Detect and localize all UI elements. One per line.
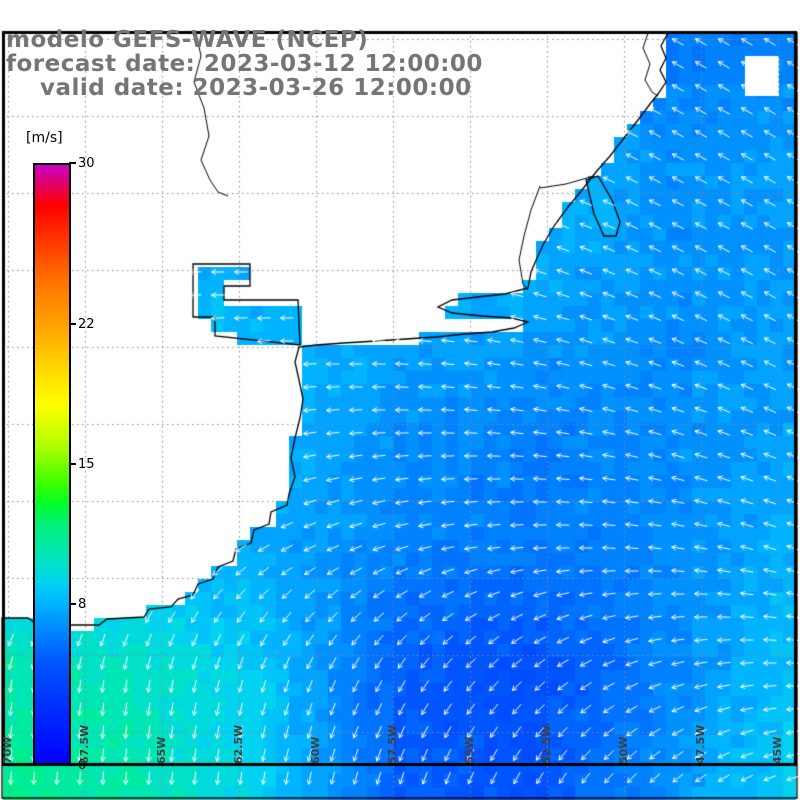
colorbar-tick-mark (69, 463, 76, 465)
lon-axis-label: 65W (155, 736, 168, 764)
colorbar-tick-mark (69, 603, 76, 606)
colorbar-tick-mark (69, 322, 76, 325)
lon-axis-label: 57.5W (386, 724, 399, 764)
lon-axis-label: 60W (309, 736, 322, 764)
colorbar-tick-label: 0 (78, 758, 87, 773)
colorbar-unit-label: [m/s] (26, 130, 63, 146)
colorbar-tick-label: 30 (78, 156, 95, 171)
forecast-date-line: forecast date: 2023-03-12 12:00:00 (6, 51, 483, 77)
colorbar (33, 163, 71, 765)
lon-axis-label: 45W (771, 736, 784, 764)
colorbar-tick-label: 22 (78, 316, 95, 332)
lon-axis-label: 62.5W (232, 724, 245, 764)
model-title: modelo GEFS-WAVE (NCEP) (6, 27, 369, 53)
colorbar-tick-mark (69, 162, 76, 164)
lon-axis-label: 50W (617, 736, 630, 764)
colorbar-tick-label: 15 (78, 457, 95, 472)
lon-axis-label: 52.5W (540, 724, 553, 764)
valid-date-line: valid date: 2023-03-26 12:00:00 (6, 75, 472, 101)
colorbar-tick-mark (69, 764, 76, 766)
lon-axis-label: 47.5W (694, 724, 707, 764)
colorbar-tick-label: 8 (78, 597, 87, 613)
lon-axis-label: 67.5W (78, 724, 91, 764)
lon-axis-label: 55W (463, 736, 476, 764)
lon-axis-label: 70W (1, 736, 14, 764)
